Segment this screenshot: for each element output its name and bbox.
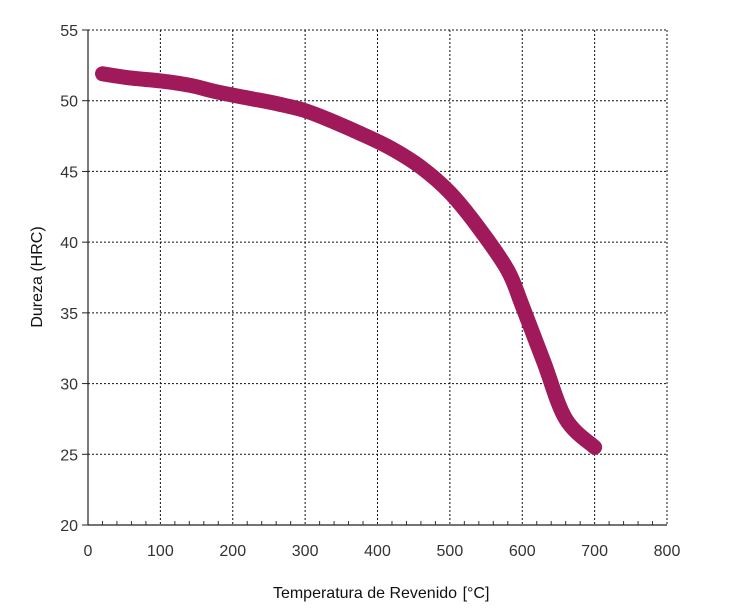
x-tick-label: 300 bbox=[292, 543, 319, 560]
x-tick-label: 600 bbox=[509, 543, 536, 560]
x-axis-unit: [°C] bbox=[463, 585, 490, 602]
y-tick-label: 30 bbox=[60, 377, 78, 394]
x-tick-label: 700 bbox=[581, 543, 608, 560]
x-tick-label: 100 bbox=[147, 543, 174, 560]
y-axis-label: Dureza (HRC) bbox=[29, 226, 46, 327]
x-tick-label: 0 bbox=[84, 543, 93, 560]
x-tick-labels: 0 100 200 300 400 500 600 700 800 bbox=[84, 543, 681, 560]
axes bbox=[82, 29, 667, 526]
x-tick-label: 400 bbox=[364, 543, 391, 560]
y-tick-label: 20 bbox=[60, 518, 78, 535]
x-minor-ticks bbox=[101, 521, 654, 525]
x-tick-label: 500 bbox=[437, 543, 464, 560]
y-tick-label: 50 bbox=[60, 94, 78, 111]
x-tick-label: 800 bbox=[654, 543, 681, 560]
y-tick-label: 35 bbox=[60, 306, 78, 323]
y-tick-labels: 20 25 30 35 40 45 50 55 bbox=[60, 23, 78, 535]
y-tick-label: 55 bbox=[60, 23, 78, 40]
y-tick-label: 25 bbox=[60, 447, 78, 464]
hardness-series-line bbox=[95, 66, 603, 455]
x-axis-label: Temperatura de Revenido bbox=[273, 585, 457, 602]
series-layer bbox=[95, 66, 603, 455]
y-tick-label: 40 bbox=[60, 235, 78, 252]
y-tick-label: 45 bbox=[60, 164, 78, 181]
x-tick-label: 200 bbox=[219, 543, 246, 560]
